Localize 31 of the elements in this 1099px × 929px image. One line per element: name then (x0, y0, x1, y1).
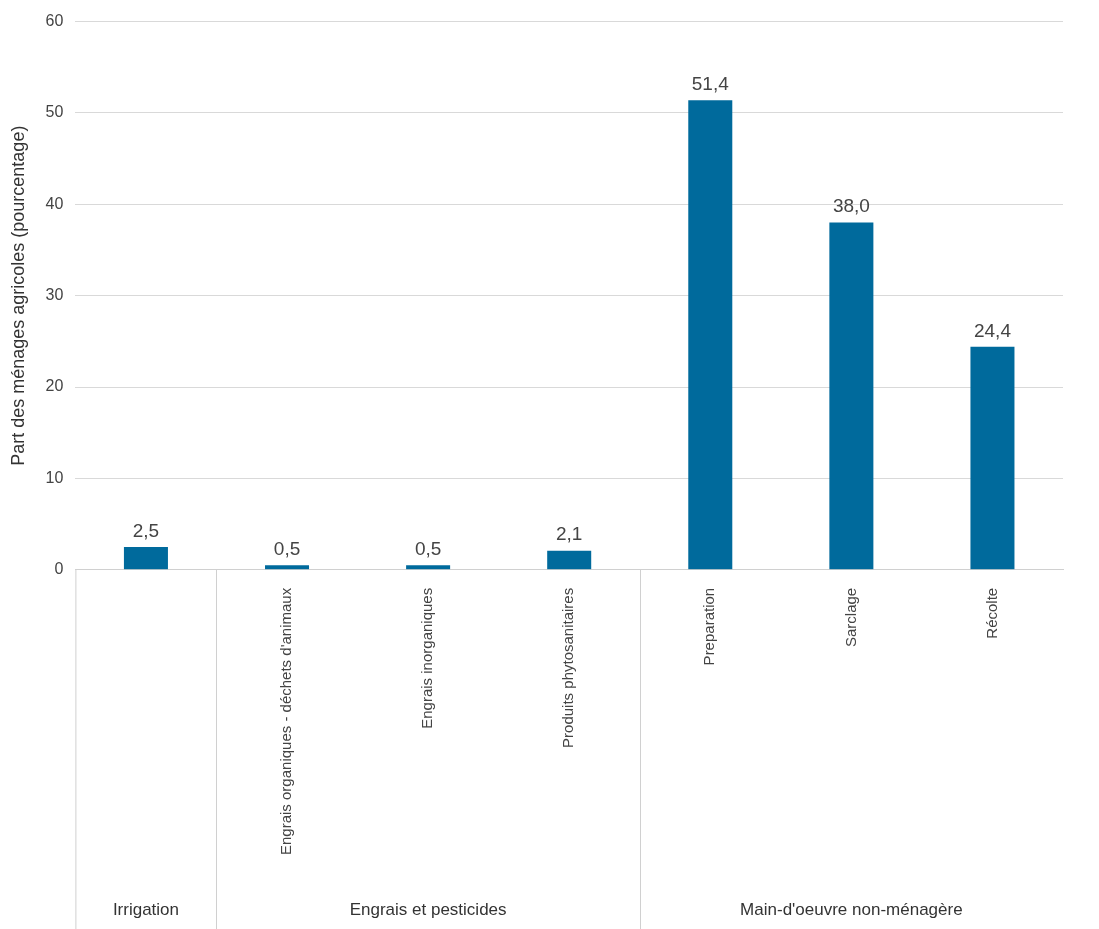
y-tick-label: 20 (45, 377, 64, 395)
text: Main-d'oeuvre non-ménagère (740, 899, 963, 919)
x-tick-label: Engrais organiques - déchets d'animaux (277, 587, 295, 855)
x-tick-label: Sarclage (841, 587, 859, 648)
text: Engrais et pesticides (349, 899, 507, 919)
y-tick-label: 50 (45, 103, 64, 121)
data-label: 2,5 (132, 519, 160, 541)
y-tick-label: 10 (45, 468, 64, 486)
x-tick-label: Preparation (700, 587, 718, 666)
y-tick-label: 0 (54, 560, 64, 578)
x-tick-label: Engrais inorganiques (418, 587, 436, 729)
x-tick-label: Récolte (982, 587, 1000, 639)
data-label: 0,5 (414, 537, 442, 559)
data-label: 38,0 (832, 195, 870, 217)
bar (265, 565, 310, 570)
y-axis-title: Part des ménages agricoles (pourcentage) (7, 125, 28, 466)
bar (829, 222, 874, 570)
y-tick-label: 30 (45, 286, 64, 304)
x-tick-label: Produits phytosanitaires (559, 587, 577, 748)
y-tick-label: 40 (45, 194, 64, 212)
data-label: 0,5 (273, 537, 301, 559)
data-label: 2,1 (555, 523, 583, 545)
data-label: 51,4 (691, 72, 730, 94)
bar (123, 546, 168, 570)
bar (688, 100, 733, 570)
y-tick-label: 60 (45, 12, 64, 30)
bar (970, 346, 1015, 570)
bar (406, 565, 451, 570)
data-label: 24,4 (973, 319, 1012, 341)
text: Irrigation (112, 899, 180, 919)
bar (547, 550, 592, 570)
